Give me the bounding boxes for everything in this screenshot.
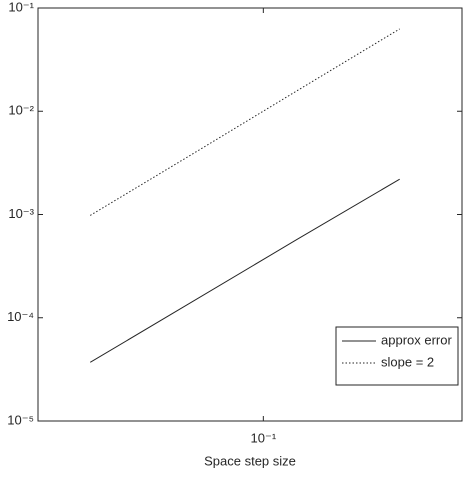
- line: [89, 28, 400, 216]
- y-tick-label: 10⁻⁴: [7, 309, 34, 324]
- y-tick-label: 10⁻³: [8, 206, 34, 221]
- x-tick-label: 10⁻¹: [251, 430, 277, 445]
- line: [89, 178, 400, 363]
- y-tick-label: 10⁻⁵: [7, 412, 34, 427]
- y-tick-label: 10⁻²: [8, 103, 34, 118]
- x-axis-label: Space step size: [204, 453, 296, 468]
- legend-label: approx error: [381, 332, 452, 347]
- legend-label: slope = 2: [381, 354, 434, 369]
- legend-box: [335, 326, 459, 386]
- y-tick-label: 10⁻¹: [8, 0, 34, 14]
